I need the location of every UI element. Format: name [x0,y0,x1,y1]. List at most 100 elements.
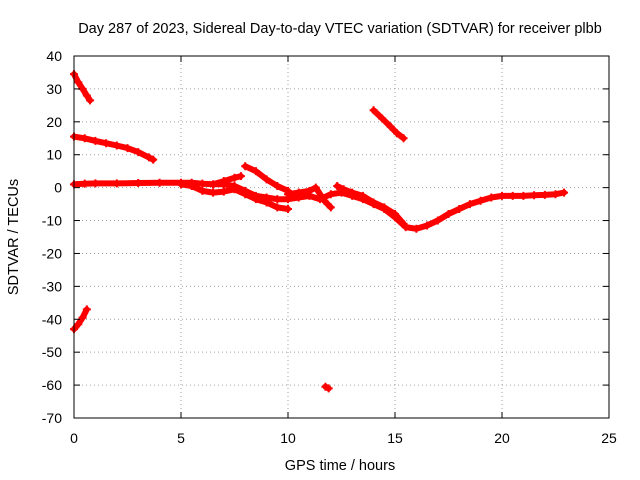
data-point [333,181,342,190]
data-point [433,216,442,225]
data-point [91,136,100,145]
data-point [386,122,395,131]
y-tick-label: -30 [42,278,62,294]
data-point [91,179,100,188]
data-point [358,191,367,200]
data-layer [70,70,569,393]
y-tick-label: -50 [42,344,62,360]
data-point [324,384,333,393]
data-point [80,179,89,188]
data-point [294,188,303,197]
data-point [560,188,569,197]
data-point [177,180,185,189]
data-point [399,134,408,143]
data-point [273,181,282,190]
x-tick-label: 25 [601,430,617,446]
data-point [134,148,143,157]
data-point [74,78,83,87]
data-point [209,180,218,189]
data-point [508,191,517,200]
data-point [284,190,292,199]
data-point [82,305,91,314]
x-axis-title: GPS time / hours [285,458,395,474]
data-point [262,175,271,184]
x-tick-label: 10 [280,430,296,446]
data-point [187,181,196,190]
data-point [102,139,111,148]
data-point [391,209,399,218]
data-point [465,200,474,209]
data-point [369,198,378,207]
grid-layer [74,56,609,418]
data-point [498,191,506,200]
data-point [149,155,158,164]
data-point [241,162,250,171]
data-series-seg-2 [71,133,157,163]
x-tick-label: 5 [177,430,185,446]
data-point [311,183,320,192]
data-point [251,195,260,204]
data-point [393,129,402,138]
data-point [423,221,432,230]
y-tick-label: -60 [42,377,62,393]
data-point [112,141,121,150]
y-axis-title: SDTVAR / TECUs [6,179,22,295]
y-tick-label: 20 [46,114,62,130]
data-point [86,96,95,105]
data-point [339,185,348,194]
y-tick-label: -10 [42,213,62,229]
data-point [236,172,245,181]
data-point [112,179,121,188]
data-point [251,167,260,176]
data-point [219,187,228,196]
data-point [241,190,250,199]
data-point [369,106,378,115]
data-point [305,186,314,195]
data-point [320,196,329,205]
data-point [198,179,207,188]
data-point [209,188,218,197]
data-point [455,205,464,214]
y-tick-label: 40 [46,48,62,64]
data-point [540,190,549,199]
y-tick-label: -40 [42,311,62,327]
chart-title: Day 287 of 2023, Sidereal Day-to-day VTE… [78,21,602,37]
x-tick-label: 0 [70,430,78,446]
data-point [348,188,357,197]
data-point [82,91,91,100]
data-point [273,203,282,212]
data-point [326,190,335,199]
data-point [123,144,132,153]
data-point [155,178,164,187]
data-point [378,114,387,123]
data-point [551,190,560,199]
data-point [326,203,335,212]
data-point [530,191,539,200]
data-point [80,134,89,143]
data-point [198,186,207,195]
x-tick-label: 20 [494,430,510,446]
y-tick-label: -20 [42,245,62,261]
data-point [273,195,282,204]
y-tick-label: 0 [54,180,62,196]
data-point [78,313,87,322]
data-point [476,196,485,205]
data-point [144,153,153,162]
plot-frame [73,55,610,419]
data-point [399,219,408,228]
data-point [230,185,239,194]
data-point [487,193,496,202]
data-point [230,173,239,182]
data-point [519,191,528,200]
y-tick-label: -70 [42,410,62,426]
data-point [219,177,228,186]
tick-layer: 0 5 10 15 20 25 40 30 20 10 0 -10 -20 -30 -40 -50 -60 -70 [42,48,617,446]
y-tick-label: 30 [46,81,62,97]
data-point [74,320,83,329]
data-point [262,198,271,207]
x-tick-label: 15 [387,430,403,446]
data-point [134,179,143,188]
data-point [444,209,453,218]
data-point [284,205,292,214]
